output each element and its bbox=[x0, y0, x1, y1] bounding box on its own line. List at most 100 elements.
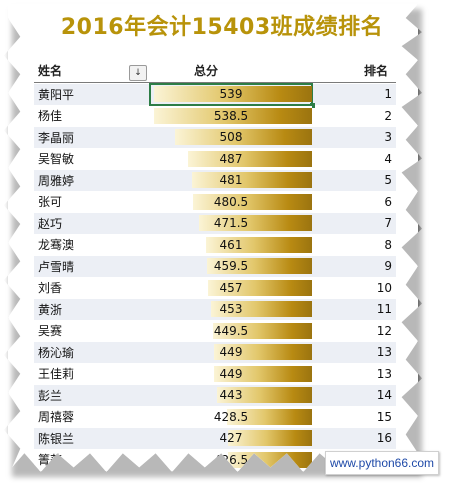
cell-score[interactable]: 443 bbox=[150, 384, 312, 407]
data-bar bbox=[217, 387, 312, 403]
score-label: 427 bbox=[219, 431, 243, 445]
cell-name[interactable]: 李晶丽 bbox=[34, 126, 150, 149]
data-bar bbox=[208, 279, 312, 296]
cell-score[interactable]: 487 bbox=[150, 148, 312, 170]
cell-score[interactable]: 508 bbox=[150, 126, 312, 149]
cell-name[interactable]: 吴赛 bbox=[34, 320, 150, 342]
cell-rank[interactable]: 3 bbox=[312, 126, 396, 149]
header-divider bbox=[34, 82, 396, 83]
cell-score[interactable]: 538.5 bbox=[150, 105, 312, 127]
cell-name[interactable]: 刘香 bbox=[34, 277, 150, 299]
column-header-score[interactable]: 总分 bbox=[194, 64, 219, 78]
cell-score[interactable]: 539 bbox=[149, 83, 315, 108]
data-bar bbox=[188, 150, 312, 167]
table-row[interactable]: 龙骞澳 461 8 bbox=[34, 234, 396, 256]
cell-score[interactable]: 461 bbox=[150, 234, 312, 256]
score-label: 480.5 bbox=[213, 194, 249, 209]
cell-name[interactable]: 龙骞澳 bbox=[34, 234, 150, 256]
cell-rank[interactable]: 2 bbox=[312, 105, 396, 127]
score-label: 428.5 bbox=[213, 409, 249, 424]
cell-name[interactable]: 陈银兰 bbox=[34, 427, 150, 450]
cell-name[interactable]: 赵巧 bbox=[34, 212, 150, 235]
score-label: 449 bbox=[219, 366, 243, 381]
cell-rank[interactable]: 4 bbox=[312, 148, 396, 170]
table-row[interactable]: 赵巧 471.5 7 bbox=[34, 212, 396, 235]
cell-name[interactable]: 周雅婷 bbox=[34, 169, 150, 192]
cell-name[interactable]: 黄阳平 bbox=[34, 84, 150, 106]
cell-name[interactable]: 卢雪晴 bbox=[34, 255, 150, 278]
watermark: www.python66.com bbox=[325, 451, 439, 475]
table-row[interactable]: 卢雪晴 459.5 9 bbox=[34, 255, 396, 278]
score-label: 449.5 bbox=[213, 323, 249, 338]
data-bar bbox=[210, 301, 312, 317]
cell-score[interactable]: 459.5 bbox=[150, 255, 312, 278]
cell-rank[interactable]: 6 bbox=[312, 191, 396, 213]
data-bar bbox=[213, 322, 312, 339]
table-row[interactable]: 彭兰 443 14 bbox=[34, 384, 396, 407]
cell-rank[interactable]: 15 bbox=[312, 406, 396, 428]
table-row[interactable]: 王佳莉 449 13 bbox=[34, 363, 396, 385]
cell-rank[interactable]: 14 bbox=[312, 384, 396, 407]
cell-rank[interactable]: 1 bbox=[312, 84, 396, 106]
table-row[interactable]: 吴智敏 487 4 bbox=[34, 148, 396, 170]
cell-rank[interactable]: 9 bbox=[312, 255, 396, 278]
cell-name[interactable]: 王佳莉 bbox=[34, 363, 150, 385]
score-label: 538.5 bbox=[213, 108, 249, 123]
cell-name[interactable]: 杨沁瑜 bbox=[34, 341, 150, 364]
cell-name[interactable]: 周禧蓉 bbox=[34, 406, 150, 428]
table-row[interactable]: 吴赛 449.5 12 bbox=[34, 320, 396, 342]
table-row[interactable]: 周禧蓉 428.5 15 bbox=[34, 406, 396, 428]
cell-score[interactable]: 449 bbox=[150, 341, 312, 364]
fill-handle[interactable] bbox=[310, 102, 315, 108]
cell-score[interactable]: 449 bbox=[150, 363, 312, 385]
data-bar bbox=[227, 408, 312, 425]
table-row[interactable]: 黄浙 453 11 bbox=[34, 298, 396, 321]
cell-rank[interactable]: 11 bbox=[312, 298, 396, 321]
data-bar bbox=[206, 258, 312, 274]
column-header-name[interactable]: 姓名 bbox=[38, 64, 63, 78]
data-bar bbox=[213, 365, 312, 382]
spreadsheet-sheet: 2016年会计15403班成绩排名 姓名 ↓ 总分 排名 黄阳平 539 1 杨佳 53… bbox=[8, 4, 418, 472]
cell-name[interactable]: 杨佳 bbox=[34, 105, 150, 127]
cell-rank[interactable]: 10 bbox=[312, 277, 396, 299]
cell-score[interactable]: 481 bbox=[150, 169, 312, 192]
ranking-table: 黄阳平 539 1 杨佳 538.5 2 李晶丽 508 3 吴智敏 487 4 周雅婷 481 5 张可 48… bbox=[34, 83, 396, 471]
cell-score[interactable]: 471.5 bbox=[150, 212, 312, 235]
filter-dropdown-icon[interactable]: ↓ bbox=[129, 65, 147, 81]
data-bar bbox=[154, 107, 312, 124]
cell-score[interactable]: 427 bbox=[150, 427, 312, 450]
cell-rank[interactable]: 13 bbox=[312, 341, 396, 364]
cell-name[interactable]: 张可 bbox=[34, 191, 150, 213]
table-row[interactable]: 李晶丽 508 3 bbox=[34, 126, 396, 149]
cell-name[interactable]: 吴智敏 bbox=[34, 148, 150, 170]
data-bar bbox=[154, 86, 312, 102]
cell-score[interactable]: 449.5 bbox=[150, 320, 312, 342]
data-bar bbox=[228, 430, 312, 446]
score-label: 457 bbox=[219, 280, 243, 295]
cell-score[interactable]: 428.5 bbox=[150, 406, 312, 428]
cell-rank[interactable]: 12 bbox=[312, 320, 396, 342]
column-header-rank[interactable]: 排名 bbox=[364, 64, 389, 78]
cell-score[interactable]: 457 bbox=[150, 277, 312, 299]
cell-rank[interactable]: 7 bbox=[312, 212, 396, 235]
cell-rank[interactable]: 16 bbox=[312, 427, 396, 450]
table-row[interactable]: 刘香 457 10 bbox=[34, 277, 396, 299]
table-row[interactable]: 黄阳平 539 1 bbox=[34, 83, 396, 108]
table-row[interactable]: 杨沁瑜 449 13 bbox=[34, 341, 396, 364]
cell-score[interactable]: 480.5 bbox=[150, 191, 312, 213]
score-label: 481 bbox=[219, 173, 243, 187]
cell-score[interactable]: 453 bbox=[150, 298, 312, 321]
score-label: 449 bbox=[219, 345, 243, 359]
score-label: 459.5 bbox=[213, 259, 249, 273]
data-bar bbox=[213, 344, 312, 360]
table-row[interactable]: 张可 480.5 6 bbox=[34, 191, 396, 213]
table-row[interactable]: 杨佳 538.5 2 bbox=[34, 105, 396, 127]
cell-rank[interactable]: 5 bbox=[312, 169, 396, 192]
cell-rank[interactable]: 8 bbox=[312, 234, 396, 256]
cell-name[interactable]: 彭兰 bbox=[34, 384, 150, 407]
score-label: 461 bbox=[219, 237, 243, 252]
table-row[interactable]: 陈银兰 427 16 bbox=[34, 427, 396, 450]
table-row[interactable]: 周雅婷 481 5 bbox=[34, 169, 396, 192]
cell-rank[interactable]: 13 bbox=[312, 363, 396, 385]
cell-name[interactable]: 黄浙 bbox=[34, 298, 150, 321]
